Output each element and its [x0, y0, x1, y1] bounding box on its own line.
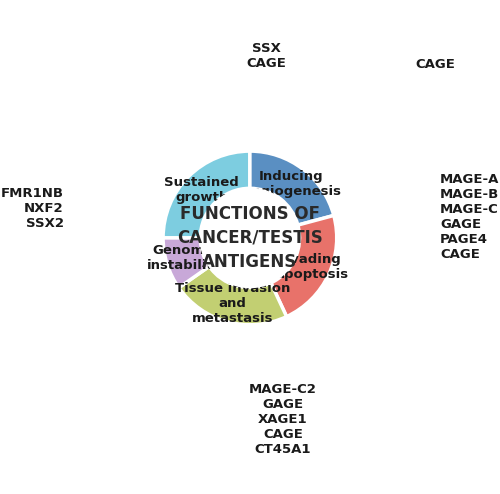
Text: MAGE-C2
GAGE
XAGE1
CAGE
CT45A1: MAGE-C2 GAGE XAGE1 CAGE CT45A1 [249, 383, 317, 456]
Text: Tissue invasion
and
metastasis: Tissue invasion and metastasis [174, 282, 290, 326]
Text: Genomic
instability: Genomic instability [147, 245, 222, 273]
Wedge shape [163, 151, 250, 238]
Text: FUNCTIONS OF
CANCER/TESTIS
ANTIGENS: FUNCTIONS OF CANCER/TESTIS ANTIGENS [177, 206, 323, 271]
Text: CAGE: CAGE [416, 58, 455, 71]
Text: MAGE-A
MAGE-B
MAGE-C
GAGE
PAGE4
CAGE: MAGE-A MAGE-B MAGE-C GAGE PAGE4 CAGE [440, 173, 500, 261]
Text: Inducing
angiogenesis: Inducing angiogenesis [242, 170, 341, 198]
Wedge shape [271, 215, 336, 317]
Wedge shape [250, 151, 334, 225]
Text: Evading
apoptosis: Evading apoptosis [275, 253, 348, 281]
Circle shape [200, 188, 300, 288]
Wedge shape [163, 238, 210, 288]
Text: FMR1NB
NXF2
SSX2: FMR1NB NXF2 SSX2 [1, 188, 64, 231]
Text: Sustained
growth: Sustained growth [164, 176, 239, 204]
Wedge shape [179, 266, 286, 325]
Text: SSX
CAGE: SSX CAGE [246, 42, 286, 70]
